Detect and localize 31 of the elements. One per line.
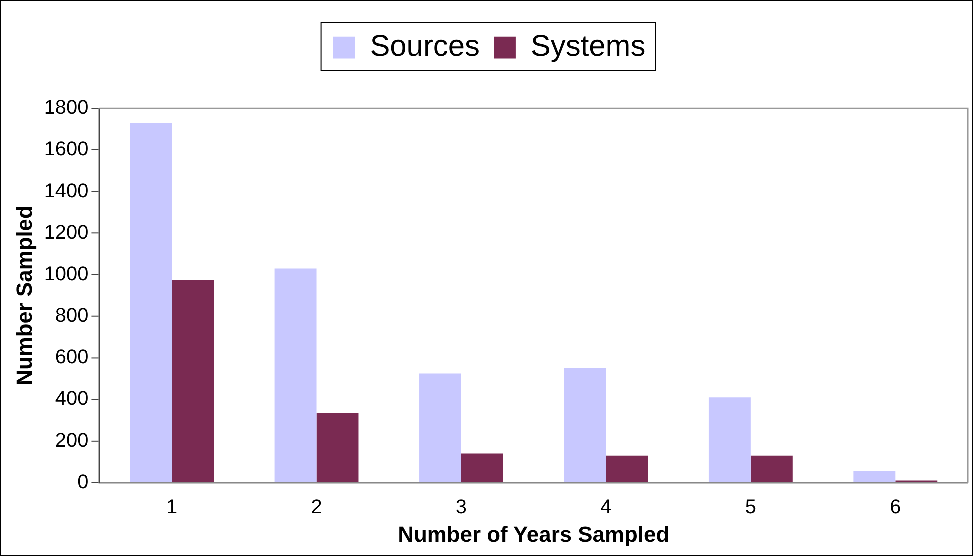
bar xyxy=(130,123,172,482)
y-tick-label: 400 xyxy=(55,388,89,410)
bar xyxy=(420,374,462,482)
y-axis-title: Number Sampled xyxy=(12,206,38,386)
x-axis-title: Number of Years Sampled xyxy=(398,522,670,547)
x-tick-label: 6 xyxy=(890,496,902,518)
y-tick-label: 200 xyxy=(55,430,89,452)
bar xyxy=(606,456,648,482)
legend-label: Systems xyxy=(530,30,646,64)
bar xyxy=(172,280,214,482)
y-tick-label: 1800 xyxy=(44,97,89,120)
x-tick-label: 1 xyxy=(166,496,178,518)
y-tick-label: 1000 xyxy=(44,263,89,286)
bar xyxy=(708,398,751,482)
x-tick-label: 4 xyxy=(600,496,612,518)
y-tick-label: 1600 xyxy=(44,138,89,161)
bar xyxy=(461,454,504,482)
bar xyxy=(274,268,317,482)
y-tick-label: 1200 xyxy=(44,222,89,244)
bar xyxy=(854,471,896,482)
legend-label: Sources xyxy=(370,30,480,64)
y-tick-label: 0 xyxy=(78,471,89,494)
x-tick-label: 2 xyxy=(311,496,322,518)
bar xyxy=(564,368,606,482)
y-tick-label: 1400 xyxy=(44,180,89,202)
y-tick-label: 600 xyxy=(55,346,89,369)
bar xyxy=(750,456,793,482)
x-tick-label: 5 xyxy=(745,496,756,518)
y-tick-label: 800 xyxy=(55,305,89,328)
bar xyxy=(316,413,359,482)
x-tick-label: 3 xyxy=(456,496,468,518)
